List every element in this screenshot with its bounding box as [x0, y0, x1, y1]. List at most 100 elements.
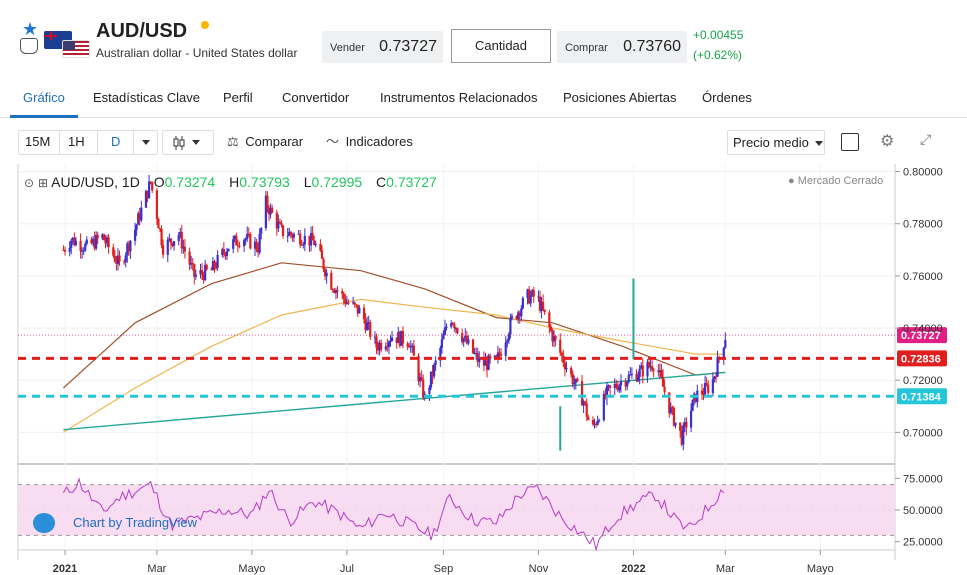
tradingview-badge[interactable]: Chart by TradingView [29, 511, 211, 535]
candle-body [442, 334, 445, 340]
tab-ordenes[interactable]: Órdenes [702, 90, 752, 105]
x-tick-label: Jul [340, 563, 354, 575]
sell-price: 0.73727 [379, 38, 437, 55]
candle-body [538, 296, 542, 311]
candle-body [462, 338, 465, 343]
candle-body [422, 379, 425, 398]
candle-body [211, 261, 215, 271]
tab-convertidor[interactable]: Convertidor [282, 90, 350, 105]
indicators-button[interactable]: 〜 Indicadores [326, 130, 413, 154]
candle-body [629, 374, 632, 376]
candle-body [582, 401, 585, 406]
candle-body [409, 345, 412, 348]
candle-body [674, 422, 677, 426]
candle-body [473, 353, 476, 355]
x-tick-label: Mayo [807, 563, 834, 575]
candlestick-icon [173, 135, 185, 150]
candle-body [707, 384, 710, 394]
price-label-box [897, 327, 947, 344]
interval-15m[interactable]: 15M [25, 134, 51, 149]
checkbox-icon[interactable] [841, 133, 859, 151]
legend-add-icon[interactable]: ⊞ [37, 176, 49, 190]
legend-close-value: 0.73727 [386, 174, 437, 190]
candle-body [537, 296, 540, 298]
candle-body [527, 289, 531, 304]
tab-posiciones[interactable]: Posiciones Abiertas [563, 90, 677, 105]
candle-body [140, 207, 143, 221]
candle-body [548, 312, 551, 327]
candle-body [308, 235, 311, 246]
candle-body [672, 407, 676, 426]
candle-body [504, 342, 507, 356]
candle-body [594, 423, 598, 425]
candle-body [722, 347, 725, 359]
candle-body [242, 240, 246, 247]
chart-type-button[interactable] [172, 130, 200, 154]
fullscreen-icon[interactable]: ⤢ [920, 131, 932, 147]
candle-body [319, 243, 322, 251]
candle-body [63, 249, 67, 252]
candle-body [518, 312, 521, 317]
sell-button[interactable]: Vender 0.73727 [322, 31, 443, 63]
chevron-down-icon [814, 141, 823, 147]
candle-body [166, 239, 169, 255]
candle-body [320, 250, 324, 259]
compare-icon: ⚖ [227, 134, 239, 149]
legend-high-value: 0.73793 [239, 174, 290, 190]
candle-body [323, 269, 327, 277]
watchlist-bag-icon[interactable] [20, 38, 38, 54]
candle-body [138, 213, 141, 221]
candle-body [387, 341, 391, 347]
candle-body [386, 346, 389, 348]
market-status-text: Mercado Cerrado [797, 175, 884, 187]
candle-body [257, 249, 260, 253]
candle-body [204, 264, 207, 281]
y-tick-label: 0.74000 [903, 323, 943, 335]
tab-instrumentos[interactable]: Instrumentos Relacionados [380, 90, 538, 105]
candle-body [495, 355, 498, 358]
star-icon[interactable]: ★ [22, 19, 39, 39]
candle-body [188, 251, 191, 265]
candle-body [439, 347, 442, 361]
quantity-button[interactable]: Cantidad [451, 29, 551, 63]
candle-body [543, 309, 546, 313]
candle-body [124, 255, 127, 262]
candle-body [576, 378, 579, 382]
candle-body [378, 342, 381, 351]
legend-collapse-icon[interactable]: ⊙ [24, 176, 35, 190]
compare-button[interactable]: ⚖ Comparar [227, 130, 303, 154]
candle-body [135, 224, 138, 230]
settings-icon[interactable]: ⚙ [880, 133, 895, 150]
candle-body [453, 324, 456, 329]
candle-body [411, 345, 414, 347]
candle-body [657, 370, 660, 373]
interval-d[interactable]: D [111, 134, 121, 149]
candle-body [485, 360, 489, 370]
candle-body [531, 290, 534, 296]
candle-body [369, 322, 372, 337]
candle-body [222, 249, 225, 254]
price-type-select[interactable]: Precio medio [727, 130, 825, 155]
indicators-icon: 〜 [326, 134, 340, 149]
candle-body [445, 326, 448, 328]
interval-1h[interactable]: 1H [68, 134, 85, 149]
chart-area[interactable]: 0.73727 0.72836 0.71384 0.80000 0.78000 0.76… [0, 164, 967, 575]
candle-body [291, 234, 294, 238]
buy-button[interactable]: Comprar 0.73760 [557, 31, 687, 63]
change-absolute: +0.00455 [693, 28, 744, 42]
tab-perfil[interactable]: Perfil [223, 90, 253, 105]
tab-grafico[interactable]: Gráfico [23, 90, 65, 105]
tab-estadisticas[interactable]: Estadísticas Clave [93, 90, 200, 105]
candle-body [646, 362, 649, 377]
candle-body [235, 235, 238, 246]
candle-body [465, 335, 468, 344]
interval-dropdown[interactable] [136, 130, 150, 154]
candle-body [160, 228, 163, 246]
candle-body [496, 352, 500, 358]
candle-body [471, 339, 475, 354]
price-chart[interactable]: 0.73727 0.72836 0.71384 0.80000 0.78000 0.76… [0, 164, 967, 575]
candle-body [408, 346, 411, 348]
candle-body [169, 238, 173, 243]
candle-body [364, 319, 367, 331]
market-status-dot [201, 21, 209, 29]
